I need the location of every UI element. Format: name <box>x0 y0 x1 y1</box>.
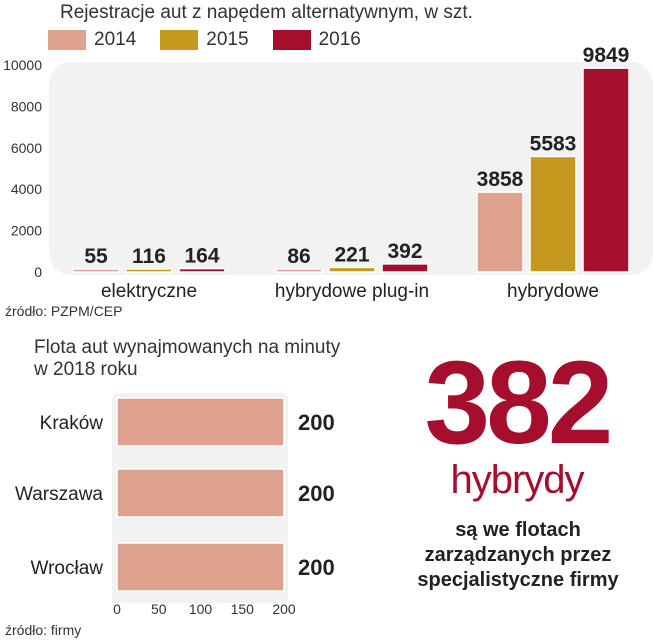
legend-label-2016: 2016 <box>318 29 361 50</box>
data-label: 86 <box>287 245 310 268</box>
data-label: 200 <box>298 555 335 580</box>
chart1-title: Rejestracje aut z napędem alternatywnym,… <box>60 2 473 23</box>
chart2-title-line-2: w 2018 roku <box>34 359 138 380</box>
bar <box>116 397 285 447</box>
y-category-label: Wrocław <box>31 558 104 579</box>
chart1-legend: 2014 2015 2016 <box>48 29 361 51</box>
bar <box>116 468 285 518</box>
data-label: 200 <box>298 410 335 435</box>
x-category-label: hybrydowe plug-in <box>275 281 429 302</box>
x-tick-label: 200 <box>272 601 296 617</box>
x-category-label: hybrydowe <box>507 281 599 302</box>
bar <box>116 542 285 592</box>
bar-2016 <box>582 67 630 273</box>
data-label: 116 <box>132 245 166 268</box>
legend-label-2015: 2015 <box>206 29 249 50</box>
y-category-label: Warszawa <box>15 484 103 505</box>
y-tick-label: 6000 <box>11 140 42 156</box>
highlight-description-line-3: specjalistyczne firmy <box>417 569 619 591</box>
x-tick-label: 100 <box>189 601 213 617</box>
bar-2014 <box>72 268 120 273</box>
data-label: 55 <box>84 245 108 268</box>
highlight-description-line-1: są we flotach <box>455 519 581 541</box>
y-category-label: Kraków <box>40 413 104 434</box>
data-label: 221 <box>334 243 369 266</box>
data-label: 5583 <box>530 132 577 155</box>
highlight-label: hybrydy <box>450 458 584 502</box>
y-tick-label: 10000 <box>3 57 42 73</box>
x-category-label: elektryczne <box>101 281 197 302</box>
highlight-description: są we flotach zarządzanych przez specjal… <box>388 518 648 593</box>
legend-item-2016: 2016 <box>272 29 361 51</box>
bar-2014 <box>476 191 524 273</box>
x-tick-label: 50 <box>151 601 167 617</box>
data-label: 392 <box>387 240 422 263</box>
y-tick-label: 0 <box>34 264 42 280</box>
chart2-title-line-1: Flota aut wynajmowanych na minuty <box>34 337 341 358</box>
highlight-number: 382 <box>424 337 614 469</box>
legend-label-2014: 2014 <box>94 29 137 50</box>
plot-background <box>112 393 288 603</box>
highlight-description-line-2: zarządzanych przez <box>424 544 612 566</box>
data-label: 9849 <box>583 44 630 67</box>
bar-2014 <box>275 268 323 273</box>
data-label: 164 <box>184 245 219 268</box>
legend-item-2015: 2015 <box>160 29 249 51</box>
legend-item-2014: 2014 <box>48 29 136 51</box>
x-tick-label: 150 <box>231 601 255 617</box>
legend-swatch-2015 <box>160 30 199 50</box>
legend-swatch-2014 <box>48 30 86 50</box>
y-tick-label: 4000 <box>11 181 42 197</box>
chart1-source: źródło: PZPM/CEP <box>5 303 123 319</box>
bar-2016 <box>178 267 226 273</box>
bar-2016 <box>381 263 429 273</box>
y-tick-label: 8000 <box>11 98 42 114</box>
bar-2015 <box>125 268 173 273</box>
bar-2015 <box>328 266 376 273</box>
legend-swatch-2016 <box>272 30 311 50</box>
y-tick-label: 2000 <box>11 223 42 239</box>
chart2-title: Flota aut wynajmowanych na minuty w 2018… <box>34 337 340 381</box>
registrations-bar-chart: 0 2000 4000 6000 8000 10000 55 116 164 elektryczn… <box>3 44 653 302</box>
data-label: 3858 <box>477 168 524 191</box>
bar-2015 <box>529 155 577 273</box>
chart2-source: źródło: firmy <box>5 622 82 638</box>
x-tick-label: 0 <box>113 601 121 617</box>
data-label: 200 <box>298 481 335 506</box>
